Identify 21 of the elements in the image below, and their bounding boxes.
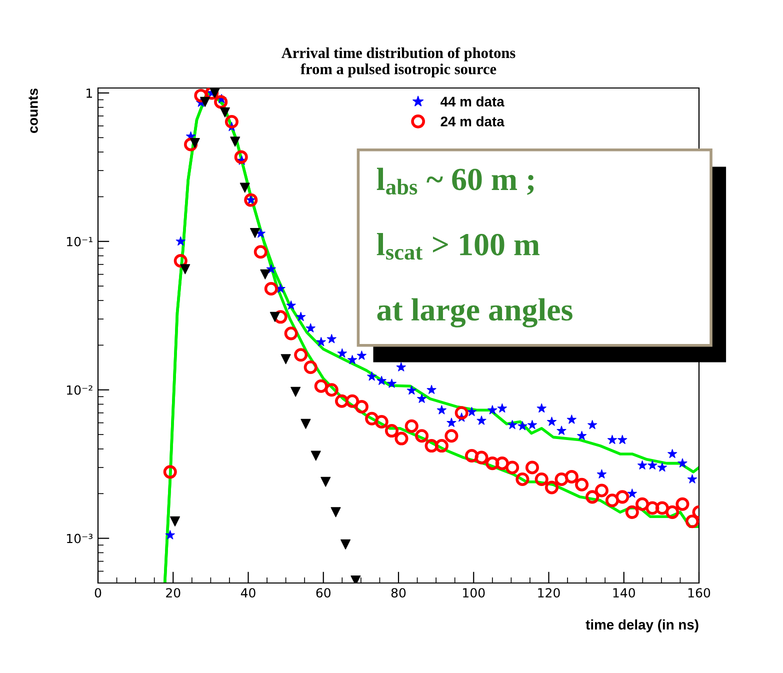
x-tick-label: 60 [316,588,330,598]
x-axis-title: time delay (in ns) [586,619,698,632]
x-tick-label: 40 [240,588,256,598]
legend-label: 44 m data [440,96,504,107]
legend-label: 24 m data [440,116,504,126]
x-tick-label: 100 [463,588,485,598]
chart-title: Arrival time distribution of photons from a pulsed isotropic source [282,47,516,78]
y-tick-label: 10⁻³ [66,534,93,544]
x-tick-label: 140 [613,588,635,598]
annotation: at large angles [377,298,572,328]
x-tick-label: 0 [94,588,102,598]
x-tick-label: 20 [166,588,180,598]
y-axis-title: counts [28,88,38,133]
y-tick-label: 10⁻² [66,385,92,395]
y-tick-label: 1 [86,88,92,98]
annotation: l$_{abs}$ ~ 60 m ; [376,168,534,195]
x-tick-label: 80 [391,588,406,598]
y-tick-label: 10⁻¹ [66,236,92,246]
x-tick-label: 160 [688,588,710,598]
annotation: l$_{scat}$ > 100 m [376,232,540,260]
x-tick-label: 120 [538,588,560,598]
